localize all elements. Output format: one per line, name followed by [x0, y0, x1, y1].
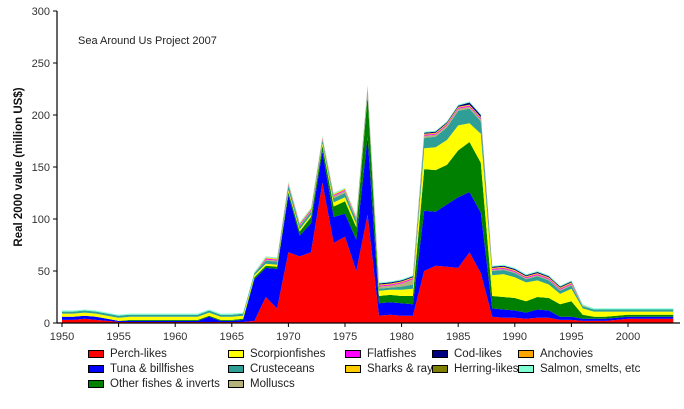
area-perch-likes: [62, 182, 674, 323]
legend-label: Perch-likes: [110, 348, 167, 360]
legend-item: Sharks & rays: [345, 363, 439, 375]
x-tick-label: 1955: [106, 331, 130, 343]
legend-label: Cod-likes: [454, 348, 502, 360]
y-tick-label: 100: [32, 214, 50, 226]
x-tick-label: 2000: [616, 331, 640, 343]
legend-label: Molluscs: [250, 378, 295, 390]
legend-label: Crusteceans: [250, 363, 315, 375]
legend-label: Sharks & rays: [367, 363, 439, 375]
x-tick-label: 1985: [446, 331, 470, 343]
legend: Perch-likes Tuna & billfishes Other fishes…: [88, 348, 684, 408]
x-tick-label: 1975: [333, 331, 357, 343]
legend-item: Anchovies: [518, 348, 593, 360]
legend-item: Other fishes & inverts: [88, 378, 220, 390]
legend-swatch: [228, 365, 244, 373]
legend-swatch: [88, 350, 104, 358]
x-tick-label: 1950: [50, 331, 74, 343]
y-tick-label: 50: [38, 266, 50, 278]
x-tick-label: 1970: [276, 331, 300, 343]
x-tick-label: 1980: [389, 331, 413, 343]
legend-item: Herring-likes: [432, 363, 519, 375]
x-ticks: 1950 1955 1960 1965 1970 1975 1980 1985 1990 1995…: [50, 323, 640, 343]
legend-swatch: [345, 350, 361, 358]
y-tick-label: 200: [32, 110, 50, 122]
legend-item: Flatfishes: [345, 348, 416, 360]
x-tick-label: 1995: [559, 331, 583, 343]
legend-swatch: [518, 365, 534, 373]
area-tuna-billfishes: [62, 136, 674, 322]
legend-item: Perch-likes: [88, 348, 167, 360]
legend-label: Flatfishes: [367, 348, 417, 360]
legend-label: Tuna & billfishes: [110, 363, 194, 375]
legend-swatch: [88, 380, 104, 388]
legend-swatch: [432, 365, 448, 373]
legend-label: Salmon, smelts, etc: [540, 363, 641, 375]
legend-swatch: [228, 380, 244, 388]
x-tick-label: 1990: [503, 331, 527, 343]
legend-label: Herring-likes: [454, 363, 519, 375]
legend-item: Tuna & billfishes: [88, 363, 194, 375]
legend-item: Scorpionfishes: [228, 348, 325, 360]
legend-item: Cod-likes: [432, 348, 502, 360]
x-tick-label: 1965: [220, 331, 244, 343]
area-series-group: [62, 84, 674, 323]
y-tick-label: 300: [32, 6, 50, 18]
chart-annotation: Sea Around Us Project 2007: [78, 35, 217, 47]
legend-swatch: [228, 350, 244, 358]
y-tick-label: 250: [32, 58, 50, 70]
y-tick-label: 0: [44, 318, 50, 330]
legend-swatch: [345, 365, 361, 373]
legend-label: Anchovies: [540, 348, 594, 360]
y-axis-label: Real 2000 value (million US$): [13, 87, 25, 246]
y-tick-label: 150: [32, 162, 50, 174]
x-tick-label: 1960: [163, 331, 187, 343]
legend-label: Other fishes & inverts: [110, 378, 220, 390]
legend-item: Crusteceans: [228, 363, 315, 375]
legend-swatch: [88, 365, 104, 373]
legend-item: Salmon, smelts, etc: [518, 363, 640, 375]
y-ticks: 0 50 100 150 200 250 300: [32, 6, 57, 330]
legend-swatch: [432, 350, 448, 358]
legend-label: Scorpionfishes: [250, 348, 326, 360]
legend-item: Molluscs: [228, 378, 295, 390]
legend-swatch: [518, 350, 534, 358]
